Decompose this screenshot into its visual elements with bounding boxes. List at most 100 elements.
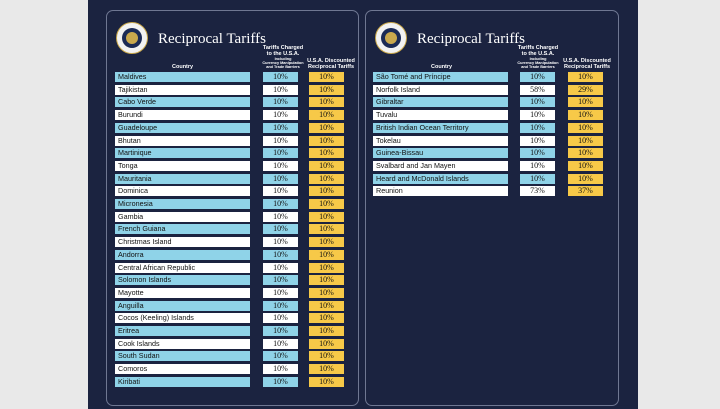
table-row: Burundi 10% 10%	[115, 110, 345, 121]
discounted-tariff-cell: 10%	[309, 199, 344, 209]
discounted-tariff-cell: 10%	[568, 122, 603, 133]
country-cell: Heard and McDonald Islands	[373, 173, 508, 184]
table-row: Guinea-Bissau 10% 10%	[373, 148, 603, 159]
table-row: Svalbard and Jan Mayen 10% 10%	[373, 160, 603, 171]
country-cell: Guadeloupe	[115, 122, 250, 133]
charged-tariff-cell: 10%	[520, 135, 555, 146]
country-cell: Christmas Island	[115, 237, 250, 248]
country-cell: Tonga	[115, 160, 250, 171]
table-row: Bhutan 10% 10%	[115, 135, 345, 146]
country-cell: Guinea-Bissau	[373, 148, 508, 159]
country-cell: British Indian Ocean Territory	[373, 122, 508, 133]
table-row: Micronesia 10% 10%	[115, 199, 345, 209]
charged-tariff-cell: 10%	[263, 351, 298, 362]
table-row: Heard and McDonald Islands 10% 10%	[373, 173, 603, 184]
right-country-header: Country	[431, 64, 453, 70]
discounted-tariff-cell: 10%	[309, 211, 344, 222]
country-cell: Central African Republic	[115, 262, 250, 273]
country-cell: Maldives	[115, 72, 250, 82]
discounted-tariff-cell: 10%	[309, 326, 344, 336]
charged-tariff-cell: 10%	[263, 211, 298, 222]
charged-tariff-cell: 10%	[263, 110, 298, 121]
country-cell: Bhutan	[115, 135, 250, 146]
discounted-tariff-cell: 10%	[309, 84, 344, 95]
country-cell: Kiribati	[115, 376, 250, 387]
charged-tariff-cell: 10%	[263, 313, 298, 324]
charged-tariff-cell: 10%	[520, 173, 555, 184]
country-cell: Micronesia	[115, 199, 250, 209]
country-cell: São Tomé and Príncipe	[373, 72, 508, 82]
table-row: Guadeloupe 10% 10%	[115, 122, 345, 133]
table-row: Gibraltar 10% 10%	[373, 97, 603, 108]
presidential-seal-icon	[116, 22, 148, 54]
table-row: Tonga 10% 10%	[115, 160, 345, 171]
charged-tariff-cell: 10%	[520, 72, 555, 82]
country-cell: Tuvalu	[373, 110, 508, 121]
country-cell: Martinique	[115, 148, 250, 159]
charged-tariff-cell: 10%	[263, 135, 298, 146]
table-row: Central African Republic 10% 10%	[115, 262, 345, 273]
charged-tariff-cell: 10%	[520, 110, 555, 121]
discounted-tariff-cell: 10%	[309, 351, 344, 362]
presidential-seal-icon	[375, 22, 407, 54]
table-row: Tajikistan 10% 10%	[115, 84, 345, 95]
charged-tariff-cell: 10%	[263, 237, 298, 248]
discounted-tariff-cell: 10%	[309, 148, 344, 159]
charged-tariff-cell: 10%	[263, 262, 298, 273]
discounted-tariff-cell: 10%	[309, 72, 344, 82]
table-row: Andorra 10% 10%	[115, 249, 345, 260]
discounted-tariff-cell: 10%	[309, 376, 344, 387]
discounted-tariff-cell: 10%	[309, 275, 344, 286]
right-discounted-header: U.S.A. Discounted Reciprocal Tariffs	[563, 58, 611, 70]
discounted-tariff-cell: 10%	[568, 97, 603, 108]
country-cell: Reunion	[373, 186, 508, 197]
charged-tariff-cell: 10%	[263, 287, 298, 298]
charged-tariff-cell: 10%	[263, 72, 298, 82]
charged-tariff-cell: 10%	[263, 326, 298, 336]
charged-tariff-cell: 10%	[520, 160, 555, 171]
table-row: Solomon Islands 10% 10%	[115, 275, 345, 286]
discounted-tariff-cell: 10%	[309, 364, 344, 375]
table-row: Gambia 10% 10%	[115, 211, 345, 222]
country-cell: Tajikistan	[115, 84, 250, 95]
table-row: Dominica 10% 10%	[115, 186, 345, 197]
discounted-tariff-cell: 10%	[568, 148, 603, 159]
discounted-tariff-cell: 10%	[309, 224, 344, 235]
charged-tariff-cell: 10%	[263, 122, 298, 133]
country-cell: Mauritania	[115, 173, 250, 184]
discounted-tariff-cell: 10%	[309, 237, 344, 248]
discounted-tariff-cell: 10%	[309, 300, 344, 311]
table-row: Cook Islands 10% 10%	[115, 338, 345, 349]
charged-tariff-cell: 10%	[263, 148, 298, 159]
charged-tariff-cell: 10%	[263, 199, 298, 209]
country-cell: Andorra	[115, 249, 250, 260]
charged-tariff-cell: 10%	[263, 338, 298, 349]
charged-tariff-cell: 10%	[263, 97, 298, 108]
charged-tariff-cell: 10%	[263, 173, 298, 184]
discounted-tariff-cell: 10%	[568, 173, 603, 184]
left-discounted-header: U.S.A. Discounted Reciprocal Tariffs	[307, 58, 355, 70]
charged-tariff-cell: 10%	[263, 160, 298, 171]
discounted-tariff-cell: 10%	[309, 262, 344, 273]
table-row: Eritrea 10% 10%	[115, 326, 345, 336]
country-cell: Anguilla	[115, 300, 250, 311]
charged-tariff-cell: 10%	[263, 186, 298, 197]
table-row: Norfolk Island 58% 29%	[373, 84, 603, 95]
table-row: Mayotte 10% 10%	[115, 287, 345, 298]
right-panel-title: Reciprocal Tariffs	[417, 31, 525, 47]
country-cell: Dominica	[115, 186, 250, 197]
table-row: Maldives 10% 10%	[115, 72, 345, 82]
charged-tariff-cell: 10%	[263, 364, 298, 375]
country-cell: Tokelau	[373, 135, 508, 146]
charged-tariff-cell: 10%	[263, 275, 298, 286]
table-row: São Tomé and Príncipe 10% 10%	[373, 72, 603, 82]
country-cell: Gambia	[115, 211, 250, 222]
right-table: São Tomé and Príncipe 10% 10% Norfolk Islan…	[373, 72, 603, 202]
charged-tariff-cell: 10%	[263, 249, 298, 260]
table-row: Christmas Island 10% 10%	[115, 237, 345, 248]
table-row: Martinique 10% 10%	[115, 148, 345, 159]
discounted-tariff-cell: 10%	[309, 313, 344, 324]
discounted-tariff-cell: 10%	[309, 160, 344, 171]
discounted-tariff-cell: 10%	[568, 72, 603, 82]
charged-tariff-cell: 10%	[263, 224, 298, 235]
